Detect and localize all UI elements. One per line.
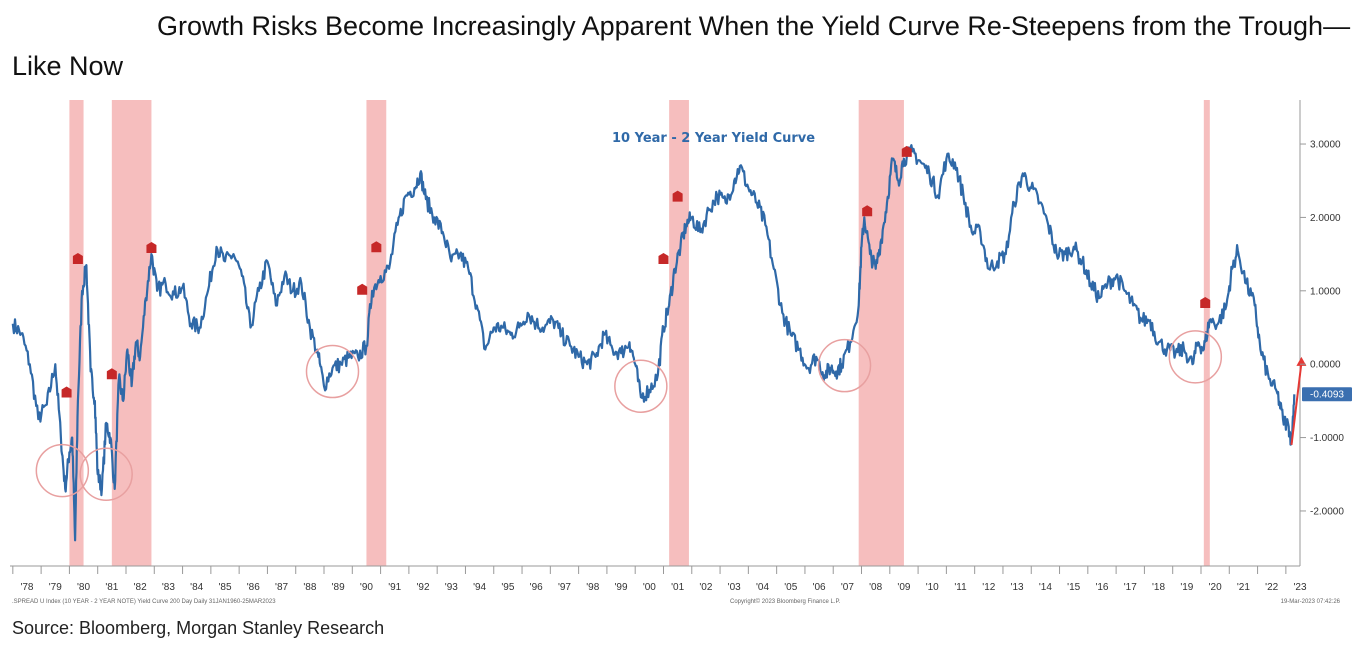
x-tick-label: '91 <box>388 582 401 593</box>
x-tick-label: '17 <box>1124 582 1137 593</box>
steepening-marker <box>901 145 912 157</box>
trough-circle <box>817 338 872 393</box>
x-tick-label: '95 <box>501 582 514 593</box>
x-tick-label: '07 <box>841 582 854 593</box>
yield-curve-chart: 10 Year - 2 Year Yield Curve -0.4093 '78… <box>10 100 1352 605</box>
x-tick-label: '81 <box>105 582 118 593</box>
x-tick-label: '94 <box>473 582 486 593</box>
steepening-marker <box>146 241 157 253</box>
trough-circle <box>305 344 360 399</box>
last-value-label: -0.4093 <box>1310 390 1344 401</box>
footer-left: .SPREAD U Index (10 YEAR - 2 YEAR NOTE) … <box>12 599 276 605</box>
x-tick-label: '84 <box>190 582 203 593</box>
x-tick-label: '90 <box>360 582 373 593</box>
x-tick-label: '23 <box>1293 582 1306 593</box>
x-tick-label: '80 <box>77 582 90 593</box>
trough-circle <box>1168 330 1223 384</box>
x-tick-label: '87 <box>275 582 288 593</box>
chart-title: Growth Risks Become Increasingly Apparen… <box>12 11 1351 81</box>
x-tick-label: '01 <box>671 582 684 593</box>
steepening-marker <box>357 283 368 295</box>
x-tick-label: '92 <box>417 582 430 593</box>
x-tick-label: '09 <box>897 582 910 593</box>
steepening-marker <box>672 190 683 202</box>
x-tick-label: '98 <box>586 582 599 593</box>
footer-right: 19-Mar-2023 07:42:26 <box>1281 599 1341 605</box>
y-tick-label: 0.0000 <box>1310 360 1341 371</box>
steepening-marker <box>72 252 83 264</box>
x-tick-label: '93 <box>445 582 458 593</box>
x-tick-label: '08 <box>869 582 882 593</box>
x-tick-label: '96 <box>530 582 543 593</box>
arrow-head <box>1296 356 1307 366</box>
x-tick-label: '10 <box>926 582 939 593</box>
recession-band <box>669 100 689 566</box>
x-tick-label: '03 <box>728 582 741 593</box>
steepening-marker <box>862 205 873 217</box>
x-tick-label: '85 <box>218 582 231 593</box>
steepening-marker <box>106 368 117 380</box>
recession-band <box>111 100 152 566</box>
x-tick-label: '12 <box>982 582 995 593</box>
x-tick-label: '22 <box>1265 582 1278 593</box>
y-tick-label: 2.0000 <box>1310 213 1341 224</box>
x-tick-label: '89 <box>332 582 345 593</box>
x-tick-label: '13 <box>1011 582 1024 593</box>
x-tick-label: '79 <box>49 582 62 593</box>
annotation-layer <box>35 145 1307 502</box>
x-tick-label: '78 <box>20 582 33 593</box>
steepening-marker <box>1200 297 1211 309</box>
x-tick-label: '14 <box>1039 582 1052 593</box>
x-tick-label: '04 <box>756 582 769 593</box>
x-tick-label: '99 <box>615 582 628 593</box>
x-tick-label: '21 <box>1237 582 1250 593</box>
trough-circle <box>35 443 90 498</box>
x-tick-label: '11 <box>954 582 967 593</box>
steepening-marker <box>371 241 382 253</box>
arrow-shaft <box>1290 362 1303 446</box>
series-line <box>11 144 1296 542</box>
series-label: 10 Year - 2 Year Yield Curve <box>612 131 815 146</box>
x-tick-label: '02 <box>699 582 712 593</box>
recession-band <box>366 100 387 566</box>
x-axis-ticks: '78 '79 '80 '81 '82 '83 '84 '85 '86 '87 '88 '89 '90 '… <box>12 566 1307 593</box>
x-tick-label: '18 <box>1152 582 1165 593</box>
x-tick-label: '86 <box>247 582 260 593</box>
trough-circle <box>614 359 668 413</box>
steepening-marker <box>658 252 669 264</box>
x-tick-label: '00 <box>643 582 656 593</box>
y-tick-label: -1.0000 <box>1310 433 1344 444</box>
steepening-marker <box>61 386 72 398</box>
x-tick-label: '05 <box>784 582 797 593</box>
y-tick-label: -2.0000 <box>1310 506 1344 517</box>
x-tick-label: '88 <box>303 582 316 593</box>
x-tick-label: '83 <box>162 582 175 593</box>
trough-circle <box>79 447 133 502</box>
x-tick-label: '19 <box>1180 582 1193 593</box>
footer-center: Copyright© 2023 Bloomberg Finance L.P. <box>730 598 841 605</box>
x-tick-label: '20 <box>1209 582 1222 593</box>
x-tick-label: '06 <box>813 582 826 593</box>
source-note: Source: Bloomberg, Morgan Stanley Resear… <box>12 618 385 638</box>
y-axis-ticks: 3.0000 2.0000 1.0000 0.0000 -1.0000 -2.0000 <box>1300 140 1344 517</box>
y-tick-label: 1.0000 <box>1310 286 1341 297</box>
last-value-badge: -0.4093 <box>1302 387 1352 402</box>
plot-area <box>10 100 1300 566</box>
x-tick-label: '82 <box>134 582 147 593</box>
x-tick-label: '97 <box>558 582 571 593</box>
x-tick-label: '16 <box>1095 582 1108 593</box>
x-tick-label: '15 <box>1067 582 1080 593</box>
y-tick-label: 3.0000 <box>1310 140 1341 151</box>
